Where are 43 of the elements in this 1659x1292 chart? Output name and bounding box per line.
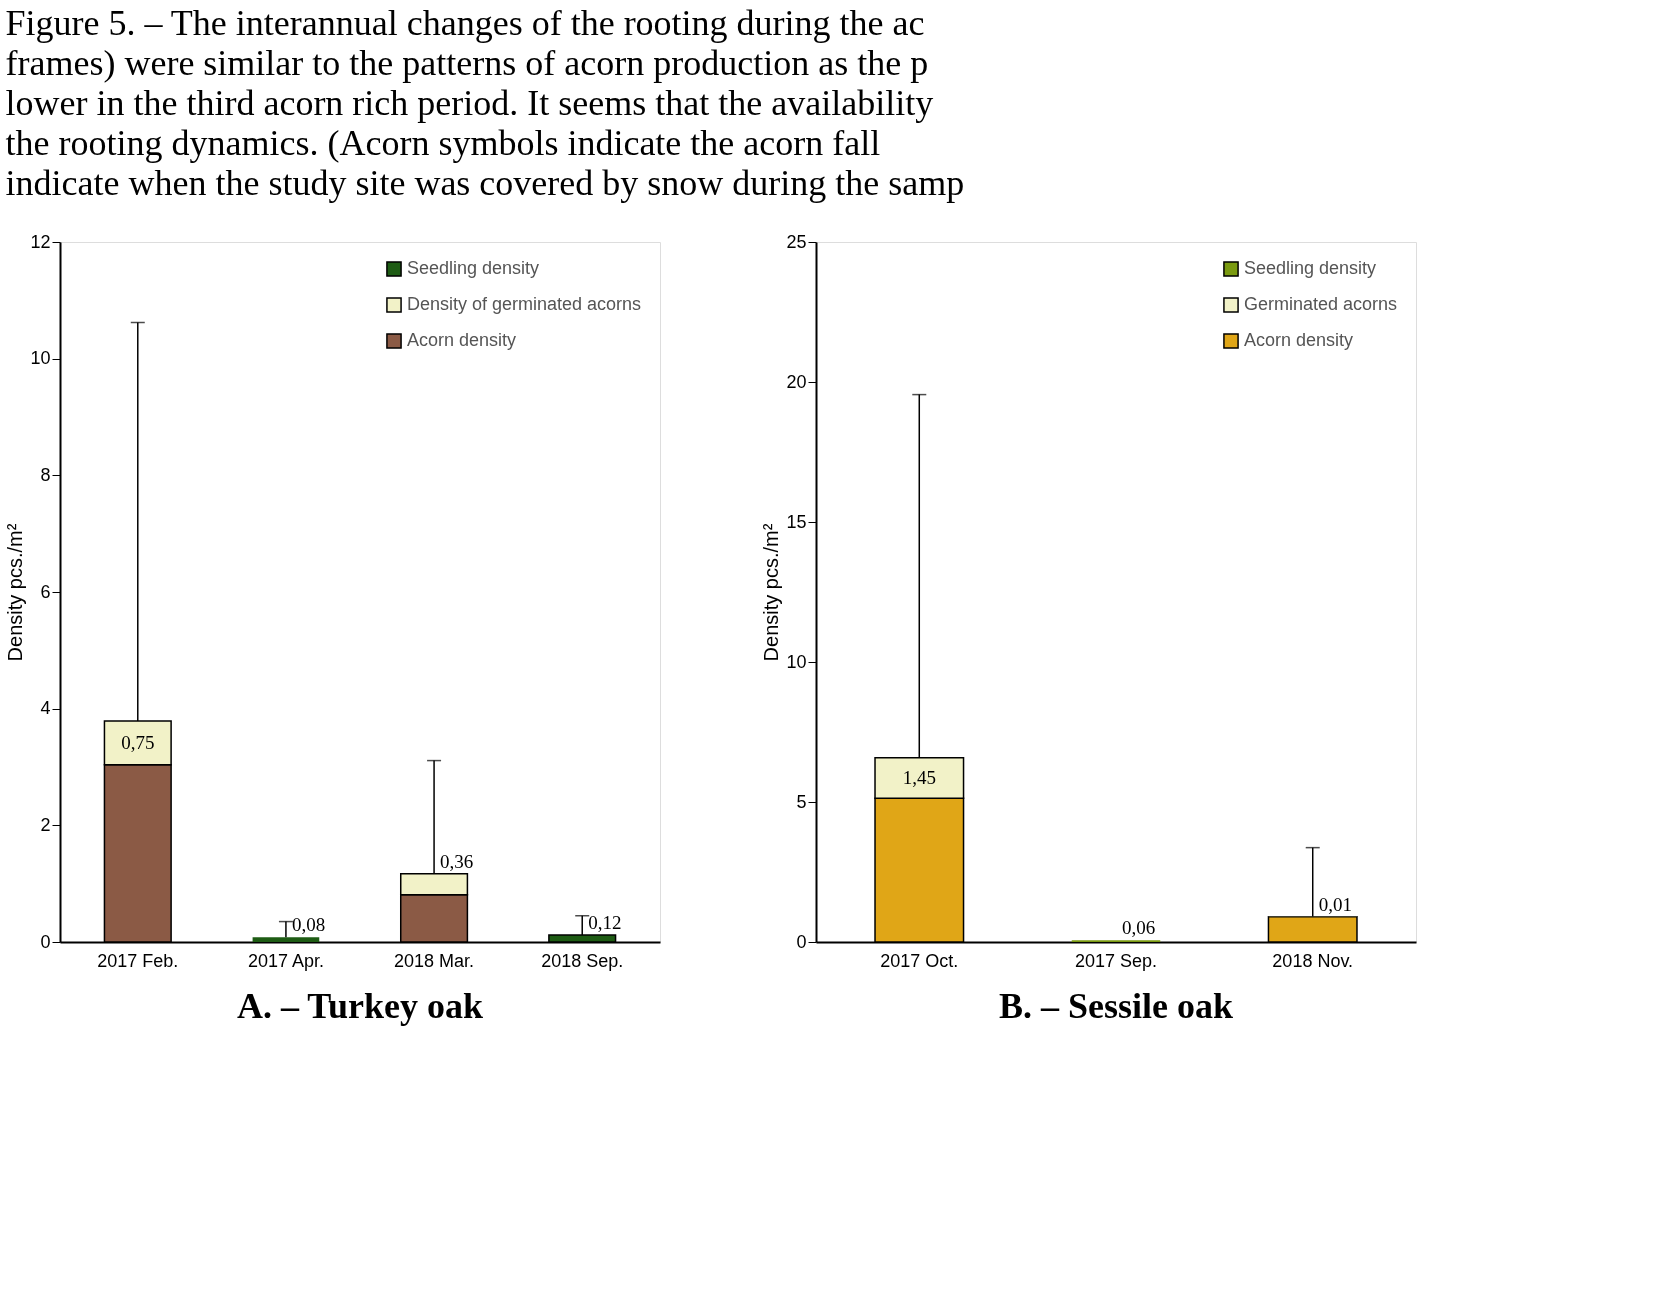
x-tick-label: 2017 Sep.	[1074, 950, 1158, 971]
bar	[252, 937, 320, 942]
text: lower in the third acorn rich period. It seems that the availability	[5, 82, 934, 123]
y-tick-label: 12	[30, 231, 51, 252]
data-label: 1,45	[902, 767, 936, 789]
x-tick-label: 2018 Sep.	[541, 950, 624, 971]
data-label: 0,08	[291, 914, 326, 936]
y-tick-label: 20	[786, 371, 807, 392]
y-tick-label: 6	[40, 581, 51, 602]
data-label: 0,75	[121, 731, 155, 753]
legend-label: Acorn density	[407, 330, 517, 350]
text: the rooting dynamics. (Acorn symbols indicate the acorn fall	[5, 122, 881, 163]
y-axis-title: Density pcs./m²	[760, 523, 783, 662]
y-tick-label: 0	[40, 931, 51, 952]
legend-label: Density of germinated acorns	[407, 294, 642, 314]
y-tick-label: 25	[786, 231, 807, 252]
caption: Figure 5. – The interannual changes of the rooting during the ac	[5, 2, 925, 43]
text: indicate when the study site was covered by snow during the samp	[5, 162, 965, 203]
legend-label: Acorn density	[1244, 330, 1354, 350]
data-label: 0,12	[588, 912, 622, 933]
x-tick-label: 2017 Oct.	[880, 950, 959, 971]
data-label: 0,36	[440, 850, 474, 872]
y-axis-title: Density pcs./m²	[4, 523, 27, 662]
y-tick-label: 5	[796, 791, 807, 812]
x-tick-label: 2018 Nov.	[1272, 950, 1354, 971]
y-tick-label: 10	[786, 651, 807, 672]
y-tick-label: 0	[796, 931, 807, 952]
text: frames) were similar to the patterns of acorn production as the p	[5, 42, 929, 83]
y-tick-label: 4	[40, 698, 51, 719]
legend-label: Seedling density	[407, 258, 540, 278]
legend-label: Seedling density	[1244, 258, 1377, 278]
x-tick-label: 2017 Feb.	[97, 950, 179, 971]
x-tick-label: 2018 Mar.	[394, 950, 475, 971]
y-tick-label: 2	[40, 814, 51, 835]
data-label: 0,01	[1318, 893, 1352, 915]
y-tick-label: 15	[786, 511, 807, 532]
y-tick-label: 10	[30, 348, 51, 369]
text: A. – Turkey oak	[236, 986, 484, 1026]
legend-label: Germinated acorns	[1244, 294, 1398, 314]
data-label: 0,06	[1122, 917, 1156, 939]
x-tick-label: 2017 Apr.	[247, 950, 324, 971]
text: B. – Sessile oak	[998, 986, 1234, 1026]
y-tick-label: 8	[40, 464, 51, 485]
